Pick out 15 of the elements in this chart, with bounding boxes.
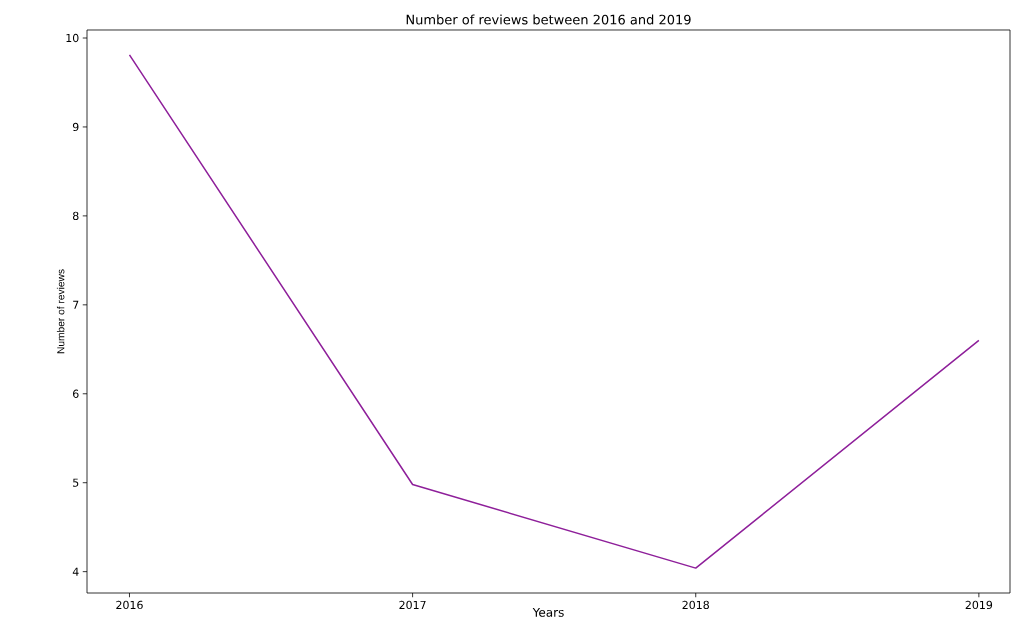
y-tick-label: 8 xyxy=(72,211,79,221)
y-tick-label: 6 xyxy=(73,389,79,398)
y-axis-title: Number of reviews xyxy=(56,269,65,354)
chart-title: Number of reviews between 2016 and 2019 xyxy=(406,14,691,25)
y-tick-label: 10 xyxy=(66,33,79,43)
x-axis-title: Years xyxy=(532,607,564,617)
y-tick-label: 7 xyxy=(73,300,79,309)
x-tick-label: 2019 xyxy=(965,600,993,610)
y-tick-label: 5 xyxy=(73,478,79,487)
x-tick-label: 2016 xyxy=(116,600,143,610)
y-tick-label: 9 xyxy=(72,122,79,132)
y-tick-label: 4 xyxy=(72,567,79,576)
x-tick-label: 2017 xyxy=(399,600,426,610)
x-tick-label: 2018 xyxy=(682,600,709,610)
line-series xyxy=(128,54,980,569)
